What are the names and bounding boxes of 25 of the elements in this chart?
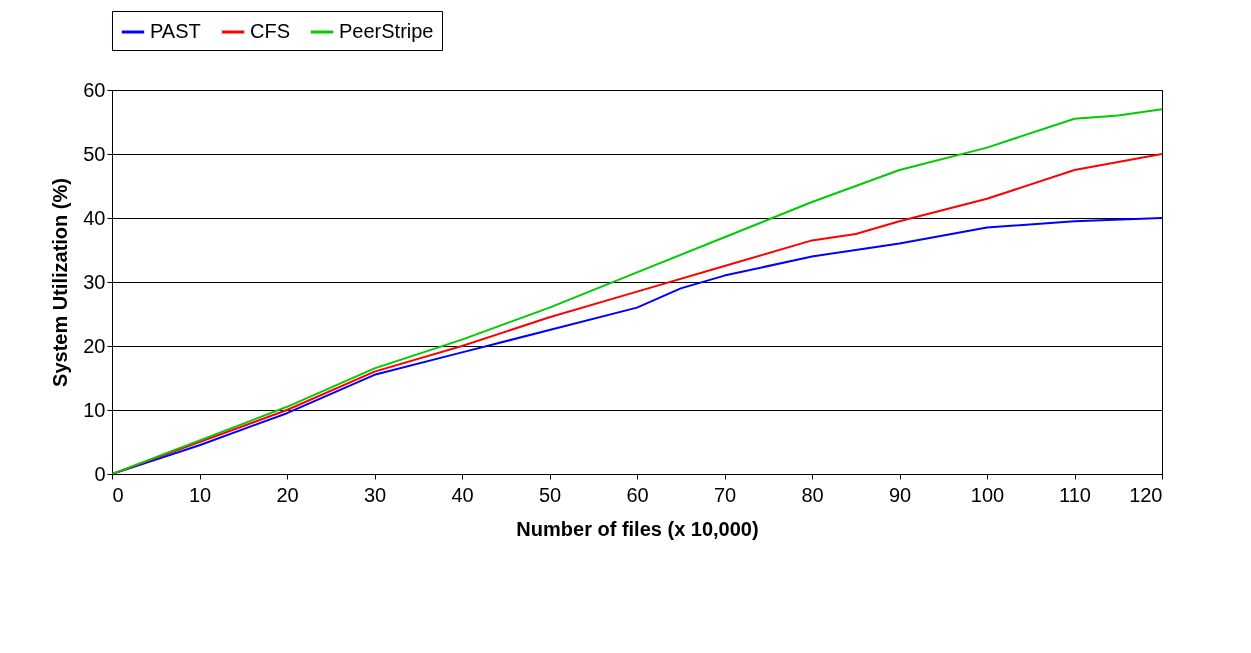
y-tick-label: 0 (94, 462, 106, 485)
x-axis-title: Number of files (x 10,000) (516, 517, 759, 540)
x-tick-label: 0 (112, 483, 124, 506)
legend-label: PeerStripe (339, 20, 434, 42)
x-tick-label: 10 (188, 483, 212, 506)
x-tick-label: 80 (801, 483, 824, 506)
x-tick-label: 60 (626, 483, 649, 506)
y-tick-label: 50 (83, 142, 106, 165)
x-tick-label: 40 (451, 483, 474, 506)
x-tick-label: 100 (970, 483, 1005, 506)
y-tick-label: 10 (83, 398, 106, 421)
y-tick-label: 40 (83, 206, 106, 229)
x-tick-label: 120 (1129, 483, 1163, 506)
x-tick-label: 110 (1059, 483, 1091, 506)
x-tick-label: 50 (538, 483, 562, 506)
legend-label: PAST (150, 20, 201, 42)
y-axis-title: System Utilization (%) (49, 178, 72, 387)
y-tick-label: 30 (83, 270, 106, 293)
x-tick-label: 20 (276, 483, 299, 506)
x-tick-label: 30 (363, 483, 387, 506)
y-tick-label: 60 (83, 78, 106, 101)
y-tick-label: 20 (83, 334, 106, 357)
legend-label: CFS (250, 20, 290, 42)
x-tick-label: 70 (713, 483, 737, 506)
x-tick-label: 90 (888, 483, 912, 506)
